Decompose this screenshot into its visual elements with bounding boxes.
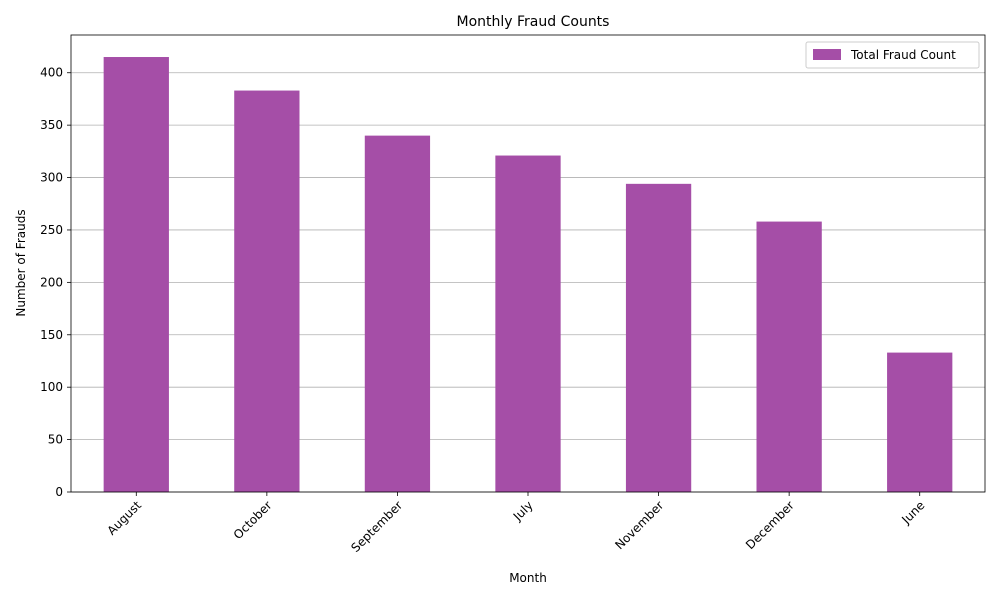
x-tick-label: September	[348, 498, 405, 555]
plot-frame	[70, 34, 986, 493]
x-tick-label: August	[104, 498, 144, 538]
x-tick-label: October	[231, 498, 275, 542]
chart-title: Monthly Fraud Counts	[457, 14, 610, 30]
legend-label: Total Fraud Count	[850, 48, 956, 62]
legend: Total Fraud Count	[805, 41, 980, 69]
bar	[887, 352, 953, 492]
bar	[495, 155, 561, 492]
y-tick-label: 0	[55, 485, 63, 499]
y-tick-label: 400	[40, 66, 63, 80]
x-tick-label: December	[743, 498, 797, 552]
bar	[756, 221, 822, 492]
x-tick-label: November	[612, 498, 666, 552]
x-tick-label: July	[510, 498, 536, 524]
legend-swatch	[813, 49, 841, 60]
y-tick-label: 250	[40, 223, 63, 237]
x-tick-label: June	[898, 498, 927, 527]
y-tick-label: 50	[48, 433, 63, 447]
bar	[625, 183, 692, 492]
y-tick-label: 200	[40, 275, 63, 289]
y-tick-label: 300	[40, 171, 63, 185]
legend-box	[805, 41, 980, 69]
bar	[103, 57, 169, 492]
bar-layer	[103, 57, 953, 493]
y-tick-label: 150	[40, 328, 63, 342]
y-axis-label: Number of Frauds	[14, 209, 28, 316]
bar	[364, 135, 431, 493]
y-tick-label: 100	[40, 380, 63, 394]
x-axis-label: Month	[509, 571, 547, 585]
bar	[234, 90, 300, 493]
y-tick-label: 350	[40, 118, 63, 132]
